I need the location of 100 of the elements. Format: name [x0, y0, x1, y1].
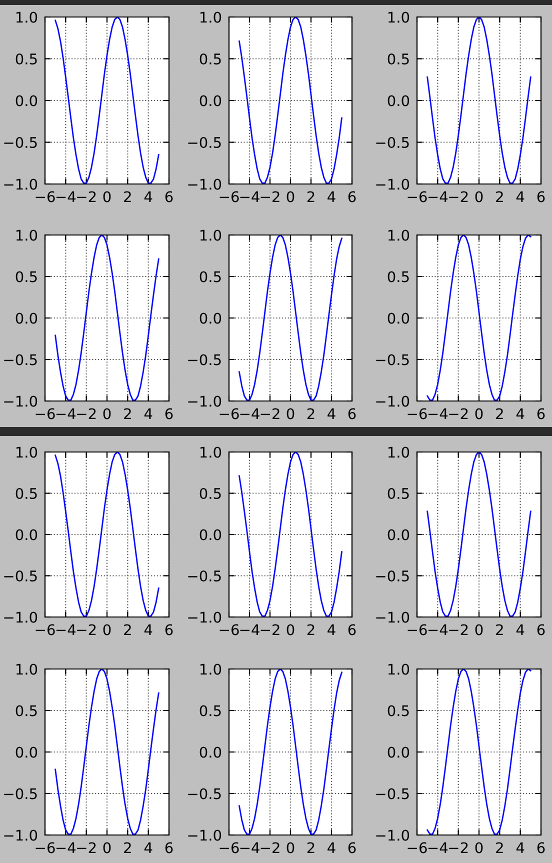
x-tick-label: 6 — [537, 408, 545, 420]
line-series — [426, 17, 532, 184]
x-tick-label: 2 — [496, 191, 503, 202]
x-tick-label: 6 — [165, 624, 173, 636]
y-tick-label: −1.0 — [376, 396, 410, 407]
y-tick-label: 0.0 — [16, 312, 38, 324]
y-tick-label: 1.0 — [388, 446, 410, 458]
y-tick-label: −0.5 — [188, 354, 221, 366]
y-tick-label: 1.0 — [16, 230, 38, 241]
y-tick-label: 1.0 — [200, 446, 222, 458]
y-tick-label: 0.0 — [388, 95, 410, 106]
y-tick-label: −0.5 — [4, 354, 37, 366]
x-tick-label: 4 — [516, 842, 524, 854]
y-tick-label: 1.0 — [16, 664, 38, 675]
x-tick-label: −2 — [449, 191, 468, 202]
x-tick-label: −6 — [220, 191, 239, 202]
y-tick-label: −0.5 — [4, 570, 37, 582]
y-tick-label: −1.0 — [188, 830, 222, 841]
x-tick-label: −4 — [56, 408, 76, 420]
x-tick-label: −6 — [220, 624, 239, 636]
x-tick-label: −4 — [56, 624, 76, 636]
y-tick-label: 0.0 — [200, 529, 222, 540]
x-tick-label: 2 — [124, 191, 131, 202]
y-tick-label: −1.0 — [376, 178, 410, 190]
x-tick-label: −4 — [428, 191, 448, 202]
y-tick-label: −0.5 — [188, 570, 221, 582]
x-tick-label: 2 — [496, 408, 503, 420]
line-series — [426, 235, 532, 401]
x-tick-label: −4 — [56, 191, 76, 202]
x-tick-label: 4 — [516, 191, 524, 202]
x-tick-label: 0 — [286, 842, 294, 854]
x-tick-label: −2 — [449, 842, 468, 854]
x-tick-label: 4 — [328, 842, 336, 854]
x-tick-label: 4 — [516, 624, 524, 636]
x-tick-label: 6 — [165, 191, 173, 202]
x-tick-label: −4 — [240, 842, 260, 854]
x-tick-label: −4 — [56, 842, 76, 854]
x-tick-label: 2 — [124, 842, 131, 854]
x-tick-label: −2 — [260, 408, 280, 420]
y-tick-label: 0.0 — [16, 529, 38, 540]
x-tick-label: 0 — [475, 408, 483, 420]
x-tick-label: −6 — [36, 408, 55, 420]
y-tick-label: −0.5 — [4, 788, 37, 800]
x-tick-label: 6 — [165, 408, 173, 420]
x-tick-label: 6 — [537, 624, 545, 636]
y-tick-label: 0.5 — [388, 488, 409, 499]
x-tick-label: 6 — [348, 624, 356, 636]
x-tick-label: −2 — [260, 624, 280, 636]
x-tick-label: 4 — [328, 191, 336, 202]
x-tick-label: −2 — [260, 191, 280, 202]
y-tick-label: 0.5 — [388, 271, 409, 282]
x-tick-label: 0 — [475, 191, 483, 202]
x-tick-label: −6 — [220, 842, 239, 854]
x-tick-label: 2 — [496, 624, 503, 636]
x-tick-label: 4 — [144, 191, 152, 202]
x-tick-label: 4 — [144, 624, 152, 636]
y-tick-label: −0.5 — [376, 136, 409, 148]
line-series — [426, 669, 532, 835]
x-tick-label: 2 — [307, 408, 314, 420]
x-tick-label: −2 — [449, 624, 468, 636]
y-tick-label: −1.0 — [188, 396, 222, 407]
x-tick-label: 6 — [165, 842, 173, 854]
y-tick-label: 0.5 — [388, 705, 409, 716]
x-tick-label: −6 — [36, 191, 55, 202]
x-tick-label: 0 — [103, 624, 111, 636]
y-tick-label: 0.5 — [16, 488, 37, 499]
y-tick-label: 0.5 — [200, 271, 221, 282]
y-tick-label: 0.0 — [388, 529, 410, 540]
y-tick-label: −1.0 — [188, 612, 222, 623]
line-series — [238, 17, 342, 184]
line-series — [54, 669, 160, 835]
x-tick-label: −6 — [36, 842, 55, 854]
y-tick-label: −1.0 — [376, 612, 410, 623]
x-tick-label: 2 — [307, 191, 314, 202]
x-tick-label: −4 — [240, 624, 260, 636]
line-series — [54, 452, 160, 617]
x-tick-label: −2 — [77, 624, 96, 636]
x-tick-label: 0 — [103, 408, 111, 420]
line-series — [238, 669, 342, 835]
line-series — [54, 17, 160, 184]
x-tick-label: 4 — [144, 408, 152, 420]
x-tick-label: 0 — [103, 842, 111, 854]
x-tick-label: 2 — [307, 842, 314, 854]
x-tick-label: 0 — [475, 624, 483, 636]
y-tick-label: −1.0 — [188, 178, 222, 190]
y-tick-label: −0.5 — [376, 570, 409, 582]
x-tick-label: 2 — [307, 624, 314, 636]
y-tick-label: −0.5 — [188, 788, 221, 800]
y-tick-label: −1.0 — [4, 178, 38, 190]
y-tick-label: 0.5 — [200, 705, 221, 716]
y-tick-label: 1.0 — [388, 230, 410, 241]
y-tick-label: 0.0 — [388, 746, 410, 758]
line-series — [54, 235, 160, 401]
y-tick-label: −0.5 — [376, 788, 409, 800]
y-tick-label: 0.5 — [200, 488, 221, 499]
y-tick-label: 0.0 — [388, 312, 410, 324]
x-tick-label: 4 — [516, 408, 524, 420]
y-tick-label: 0.0 — [16, 95, 38, 106]
x-tick-label: −6 — [408, 842, 427, 854]
x-tick-label: −6 — [220, 408, 239, 420]
